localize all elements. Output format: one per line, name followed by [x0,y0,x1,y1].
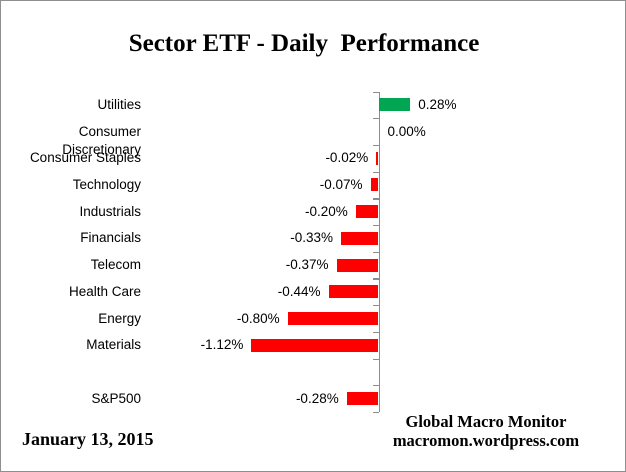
value-label-consumer-discretionary: 0.00% [387,123,426,139]
axis-tick [372,144,379,147]
axis-tick [372,385,379,387]
bar-telecom [336,258,379,272]
axis-tick [372,91,379,93]
category-label-technology: Technology [72,176,141,192]
axis-tick [372,278,379,280]
category-label-materials: Materials [86,337,141,353]
credit-block: Global Macro Monitor macromon.wordpress.… [386,412,586,450]
value-label-telecom: -0.37% [285,257,329,273]
bar-utilities [378,98,411,112]
bar-technology [370,178,379,192]
category-label-s-p500: S&P500 [91,390,141,406]
credit-line-1: Global Macro Monitor [405,412,567,431]
category-label-consumer-discretionary: Consumer Discretionary [62,123,141,157]
value-label-health-care: -0.44% [277,283,321,299]
value-label-energy: -0.80% [236,310,280,326]
axis-tick [372,305,379,307]
value-label-s-p500: -0.28% [295,390,339,406]
bar-energy [287,312,379,326]
category-label-consumer-staples: Consumer Staples [29,150,141,166]
chart-title: Sector ETF - Daily Performance [128,30,480,57]
value-label-financials: -0.33% [290,230,334,246]
axis-tick [372,118,379,120]
category-label-energy: Energy [98,310,141,326]
bar-health-care [328,285,379,299]
bar-industrials [355,205,379,219]
date-label: January 13, 2015 [22,429,154,449]
category-label-telecom: Telecom [90,257,141,273]
category-label-industrials: Industrials [79,203,141,219]
bar-financials [341,231,379,245]
category-axis-line [378,91,380,413]
axis-tick [372,198,379,200]
bar-s-p500 [346,392,379,406]
axis-tick [372,171,379,173]
value-label-industrials: -0.20% [305,203,348,219]
axis-tick [372,412,379,414]
axis-tick [372,358,379,360]
category-label-financials: Financials [80,230,141,246]
axis-tick [372,331,379,334]
bar-materials [251,338,379,352]
axis-tick [372,251,379,253]
axis-tick [372,225,379,227]
bar-consumer-staples [376,151,379,165]
value-label-utilities: 0.28% [418,96,457,112]
value-label-consumer-staples: -0.02% [325,150,369,166]
value-label-materials: -1.12% [200,337,244,353]
value-label-technology: -0.07% [319,176,363,192]
credit-line-2: macromon.wordpress.com [392,431,580,450]
category-label-utilities: Utilities [97,96,141,112]
category-label-health-care: Health Care [68,283,141,299]
